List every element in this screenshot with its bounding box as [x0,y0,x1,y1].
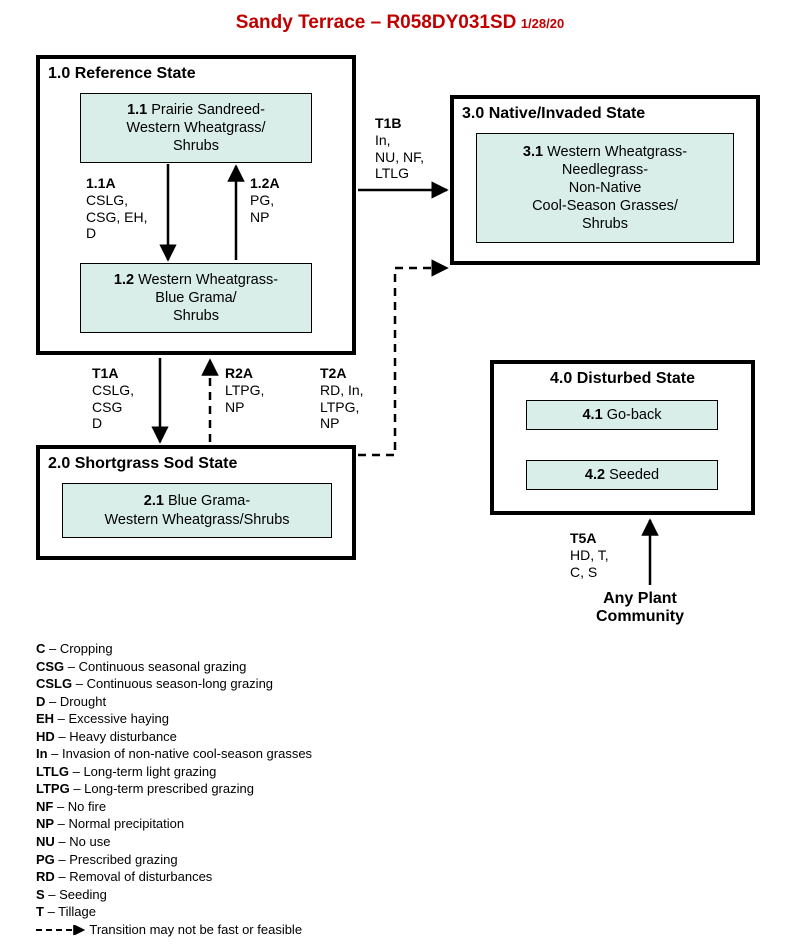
transition-t1a: T1A CSLG,CSGD [92,365,162,432]
phase-2-1: 2.1 Blue Grama-Western Wheatgrass/Shrubs [62,483,332,538]
t12a-codes: PG,NP [250,192,274,225]
phase-1-2-num: 1.2 [114,272,134,288]
legend-row: D – Drought [36,693,456,711]
legend-row: NF – No fire [36,798,456,816]
transition-t2a: T2A RD, In,LTPG,NP [320,365,390,432]
phase-4-2: 4.2 Seeded [526,460,718,490]
t11a-codes: CSLG,CSG, EH,D [86,192,147,242]
legend-row: CSG – Continuous seasonal grazing [36,658,456,676]
legend-row: EH – Excessive haying [36,710,456,728]
legend-row: LTPG – Long-term prescribed grazing [36,780,456,798]
state-3-native-invaded: 3.0 Native/Invaded State 3.1 Western Whe… [450,95,760,265]
legend-row: C – Cropping [36,640,456,658]
state-4-label: 4.0 Disturbed State [494,364,751,392]
transition-t1b: T1B In,NU, NF,LTLG [375,115,445,182]
legend-row: NP – Normal precipitation [36,815,456,833]
legend-row: NU – No use [36,833,456,851]
transition-1-1a: 1.1A CSLG,CSG, EH,D [86,175,166,242]
phase-4-2-text: Seeded [609,467,659,483]
t1a-codes: CSLG,CSGD [92,382,134,432]
phase-3-1-text: Western Wheatgrass-Needlegrass-Non-Nativ… [532,144,687,233]
legend-row: LTLG – Long-term light grazing [36,763,456,781]
phase-4-1-text: Go-back [607,407,662,423]
phase-1-1-text: Prairie Sandreed-Western Wheatgrass/Shru… [126,102,265,154]
phase-3-1-num: 3.1 [523,144,543,160]
phase-1-2-text: Western Wheatgrass-Blue Grama/Shrubs [138,272,278,324]
phase-1-2: 1.2 Western Wheatgrass-Blue Grama/Shrubs [80,263,312,333]
transition-t5a: T5A HD, T,C, S [570,530,640,580]
legend-row: PG – Prescribed grazing [36,851,456,869]
legend-row: CSLG – Continuous season-long grazing [36,675,456,693]
legend-row: HD – Heavy disturbance [36,728,456,746]
t12a-num: 1.2A [250,175,280,191]
title-main: Sandy Terrace – R058DY031SD [236,12,517,33]
transition-r2a: R2A LTPG,NP [225,365,295,415]
legend: C – CroppingCSG – Continuous seasonal gr… [36,640,456,938]
phase-1-1-num: 1.1 [127,102,147,118]
t2a-num: T2A [320,365,346,381]
state-2-label: 2.0 Shortgrass Sod State [40,449,352,477]
apc-text: Any PlantCommunity [596,590,684,625]
state-1-reference: 1.0 Reference State 1.1 Prairie Sandreed… [36,55,356,355]
phase-2-1-text: Blue Grama-Western Wheatgrass/Shrubs [104,493,289,527]
diagram-title: Sandy Terrace – R058DY031SD 1/28/20 [0,12,800,34]
phase-4-1: 4.1 Go-back [526,400,718,430]
title-date: 1/28/20 [521,16,564,31]
transition-1-2a: 1.2A PG,NP [250,175,300,225]
phase-3-1: 3.1 Western Wheatgrass-Needlegrass-Non-N… [476,133,734,243]
legend-row: In – Invasion of non-native cool-season … [36,745,456,763]
legend-dash-note: Transition may not be fast or feasible [36,921,456,939]
t5a-codes: HD, T,C, S [570,547,609,580]
state-3-label: 3.0 Native/Invaded State [454,99,756,127]
t1b-codes: In,NU, NF,LTLG [375,132,424,182]
legend-row: T – Tillage [36,903,456,921]
any-plant-community: Any PlantCommunity [570,590,710,626]
phase-4-2-num: 4.2 [585,467,605,483]
legend-row: RD – Removal of disturbances [36,868,456,886]
t5a-num: T5A [570,530,596,546]
phase-1-1: 1.1 Prairie Sandreed-Western Wheatgrass/… [80,93,312,163]
legend-row: S – Seeding [36,886,456,904]
t1a-num: T1A [92,365,118,381]
state-4-disturbed: 4.0 Disturbed State 4.1 Go-back 4.2 Seed… [490,360,755,515]
t11a-num: 1.1A [86,175,116,191]
r2a-num: R2A [225,365,253,381]
phase-4-1-num: 4.1 [582,407,602,423]
r2a-codes: LTPG,NP [225,382,264,415]
state-1-label: 1.0 Reference State [40,59,352,87]
phase-2-1-num: 2.1 [144,493,164,509]
t2a-codes: RD, In,LTPG,NP [320,382,364,432]
t1b-num: T1B [375,115,401,131]
state-2-shortgrass: 2.0 Shortgrass Sod State 2.1 Blue Grama-… [36,445,356,560]
